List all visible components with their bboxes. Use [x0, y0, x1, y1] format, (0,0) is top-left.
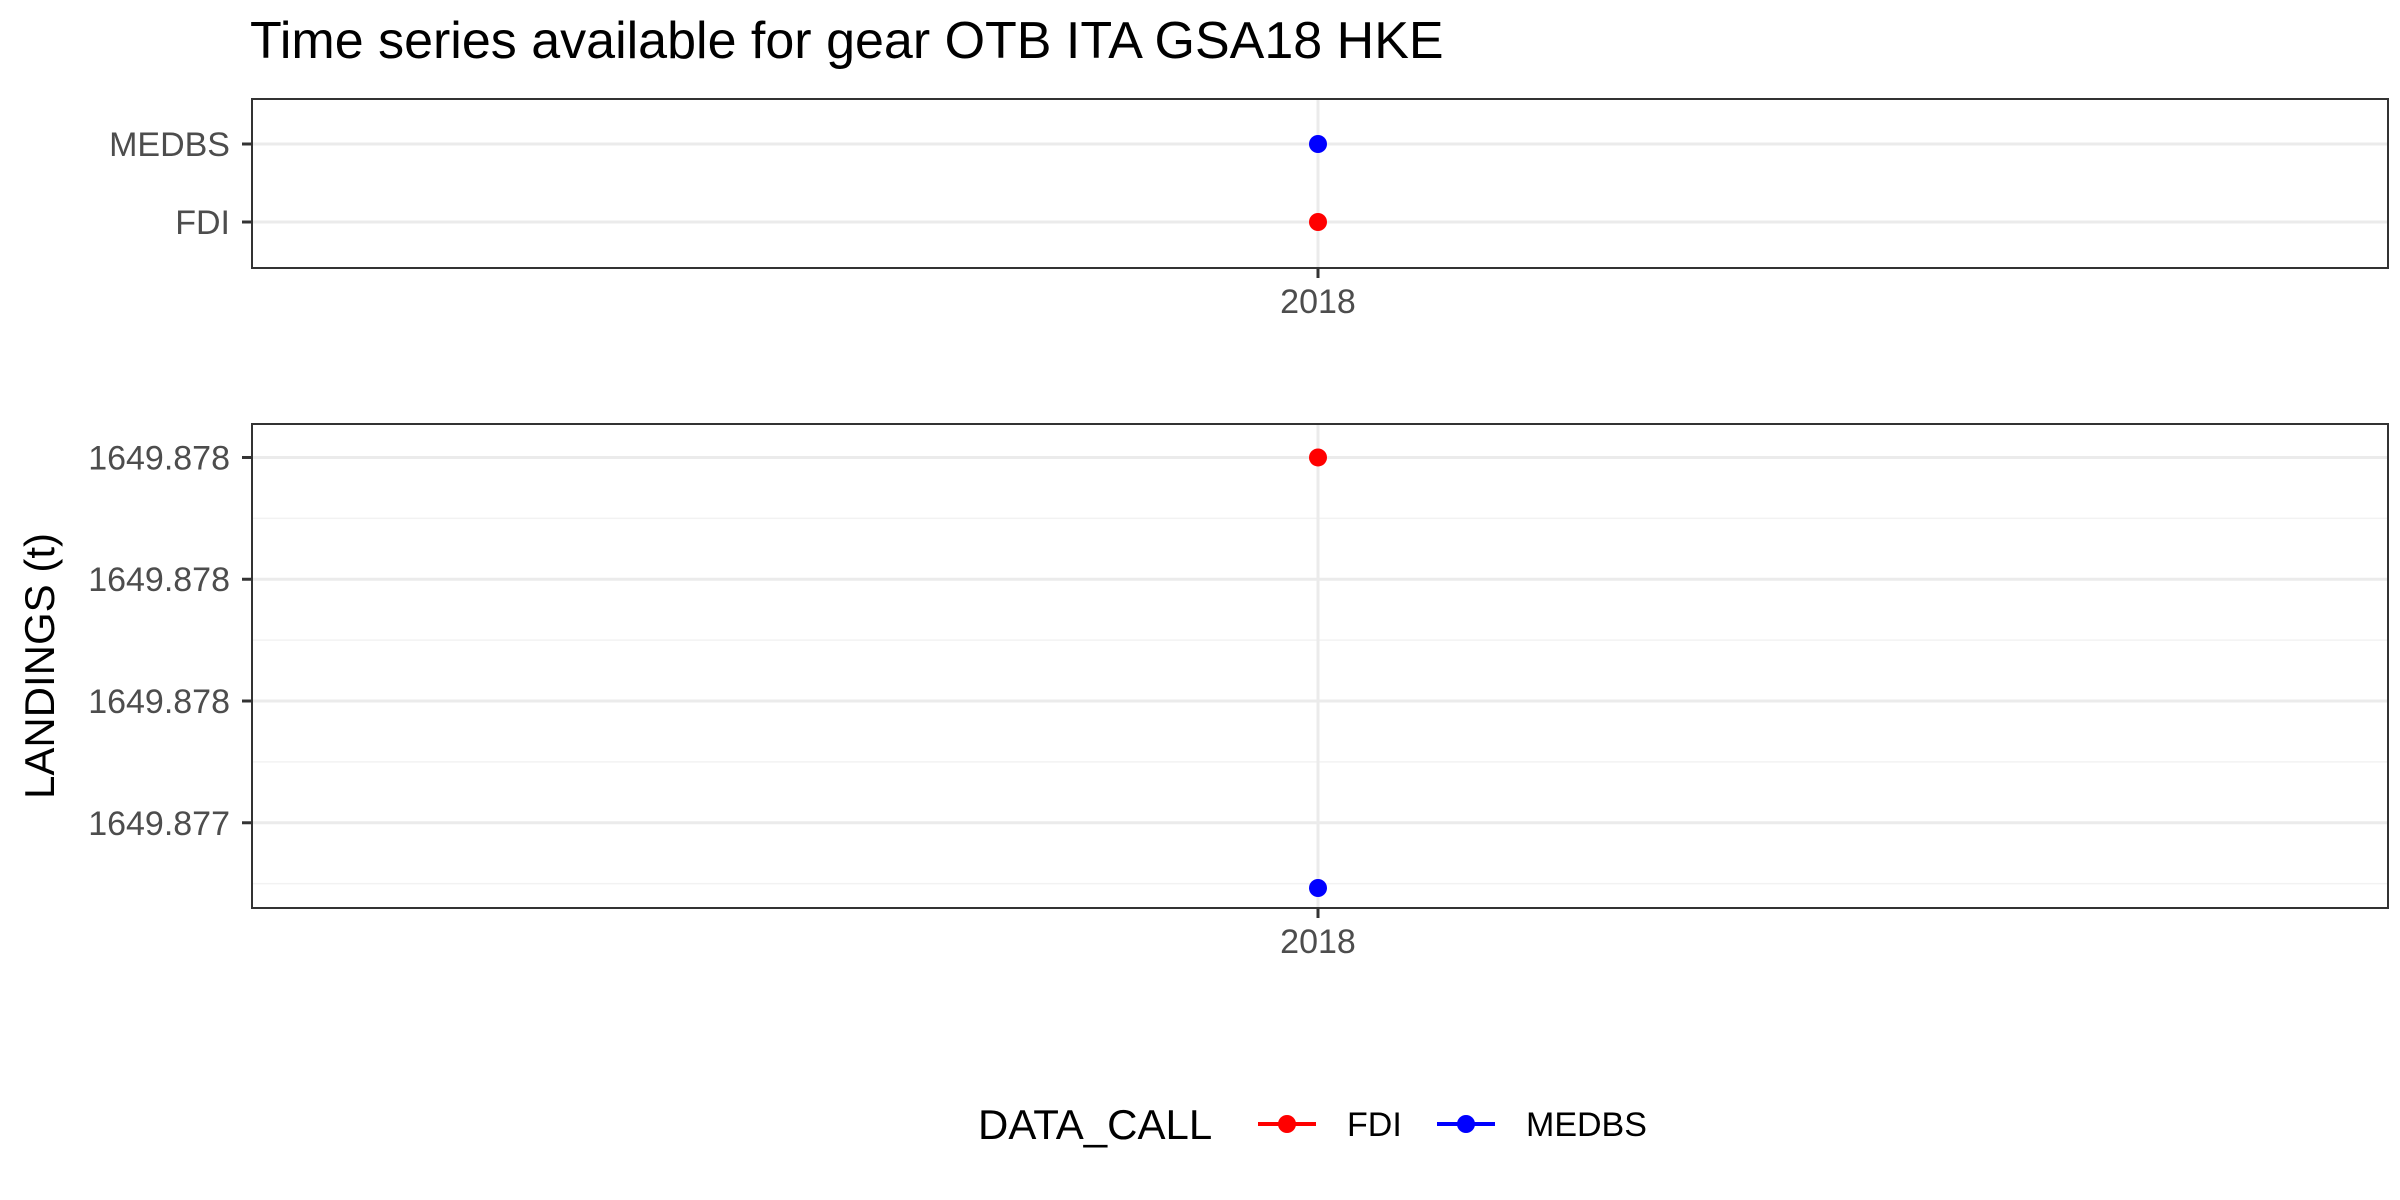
- top-point-medbs: [1309, 135, 1327, 153]
- bottom-ytick-label-1: 1649.878: [88, 683, 230, 721]
- panel-bottom: 1649.877 1649.878 1649.878 1649.878 2018: [88, 423, 2389, 961]
- legend-key-point-medbs: [1457, 1115, 1475, 1133]
- bottom-points: [1309, 448, 1327, 897]
- legend-items: FDI MEDBS: [1258, 1106, 1647, 1144]
- legend-title: DATA_CALL: [978, 1101, 1212, 1148]
- top-point-fdi: [1309, 213, 1327, 231]
- bottom-ytick-label-3: 1649.878: [88, 439, 230, 477]
- bottom-ytick-label-0: 1649.877: [88, 805, 230, 843]
- legend-label-fdi: FDI: [1347, 1106, 1402, 1144]
- top-ytick-label-fdi: FDI: [175, 204, 230, 242]
- bottom-point-fdi: [1309, 448, 1327, 467]
- bottom-panel-border: [251, 423, 2389, 909]
- legend: DATA_CALL FDI MEDBS: [978, 1101, 1647, 1148]
- top-panel-border: [251, 98, 2389, 269]
- bottom-axes: 1649.877 1649.878 1649.878 1649.878 2018: [88, 439, 1356, 961]
- top-gridlines: [252, 99, 2388, 268]
- top-points: [1309, 135, 1327, 231]
- legend-label-medbs: MEDBS: [1526, 1106, 1647, 1144]
- y-axis-label: LANDINGS (t): [16, 533, 63, 799]
- bottom-xtick-label-2018: 2018: [1280, 923, 1356, 961]
- top-ytick-label-medbs: MEDBS: [109, 126, 230, 164]
- bottom-point-medbs: [1309, 879, 1327, 897]
- legend-key-point-fdi: [1278, 1115, 1296, 1133]
- top-axes: FDI MEDBS 2018: [109, 126, 1356, 321]
- panel-top: FDI MEDBS 2018: [109, 98, 2389, 321]
- chart-title: Time series available for gear OTB ITA G…: [250, 12, 1444, 70]
- top-xtick-label-2018: 2018: [1280, 283, 1356, 321]
- bottom-ytick-label-2: 1649.878: [88, 561, 230, 599]
- bottom-gridlines: [252, 424, 2388, 908]
